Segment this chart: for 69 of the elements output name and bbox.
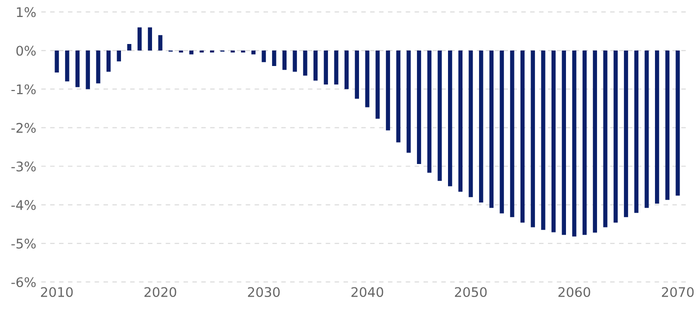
y-tick-label: -4% [11, 200, 36, 210]
bar [541, 50, 546, 230]
bar [427, 50, 432, 173]
x-tick-label: 2040 [351, 287, 384, 298]
y-tick-label: 1% [16, 7, 36, 18]
bar [614, 50, 618, 223]
bar [65, 50, 70, 82]
y-tick-label: -3% [11, 161, 36, 172]
bar [634, 50, 638, 213]
y-tick-label: -1% [11, 84, 36, 94]
y-tick-label: -2% [11, 122, 36, 133]
x-tick-label: 2010 [41, 287, 73, 298]
bar [510, 50, 514, 218]
bar [489, 50, 494, 208]
bar [344, 50, 349, 90]
bar [354, 50, 360, 99]
bar [251, 50, 256, 54]
bar [334, 50, 338, 84]
x-tick-label: 2050 [454, 287, 487, 298]
y-tick-label: 0% [16, 46, 36, 56]
bar [324, 50, 328, 84]
x-tick-label: 2070 [662, 287, 694, 298]
bar [644, 50, 649, 208]
bar [54, 50, 59, 73]
bar [138, 27, 142, 51]
bar [86, 50, 90, 90]
bar [665, 50, 670, 200]
y-tick-label: -6% [11, 277, 36, 288]
bar [603, 50, 608, 228]
bar [582, 50, 587, 235]
bar [562, 50, 566, 235]
bar [282, 50, 287, 70]
bar [262, 50, 266, 62]
bar [448, 50, 452, 186]
bar [572, 50, 576, 236]
bar [468, 50, 473, 198]
bar [376, 50, 380, 119]
y-tick-label: -5% [11, 238, 36, 249]
bar [479, 50, 484, 203]
bar [406, 50, 411, 153]
x-tick-label: 2020 [144, 287, 176, 298]
bar [189, 50, 194, 54]
bar [458, 50, 462, 192]
x-tick-label: 2030 [248, 287, 280, 298]
bar [116, 50, 121, 62]
bar [520, 50, 525, 223]
bar [396, 50, 400, 142]
bar [75, 50, 80, 88]
bar [313, 50, 318, 81]
bar [592, 50, 598, 233]
bar [303, 50, 308, 76]
bar [654, 50, 660, 204]
bar [158, 35, 162, 51]
bar [500, 50, 504, 214]
bar [148, 27, 152, 51]
x-tick-label: 2060 [558, 287, 590, 298]
bar [551, 50, 556, 232]
bar [96, 50, 100, 84]
bar [106, 50, 111, 72]
bar [438, 50, 442, 181]
bar [292, 50, 297, 72]
bar [127, 44, 132, 51]
bar [272, 50, 276, 66]
bar [365, 50, 370, 108]
bar [386, 50, 390, 130]
bar [416, 50, 422, 164]
bar [676, 50, 680, 196]
bar [530, 50, 535, 228]
bar [624, 50, 628, 218]
